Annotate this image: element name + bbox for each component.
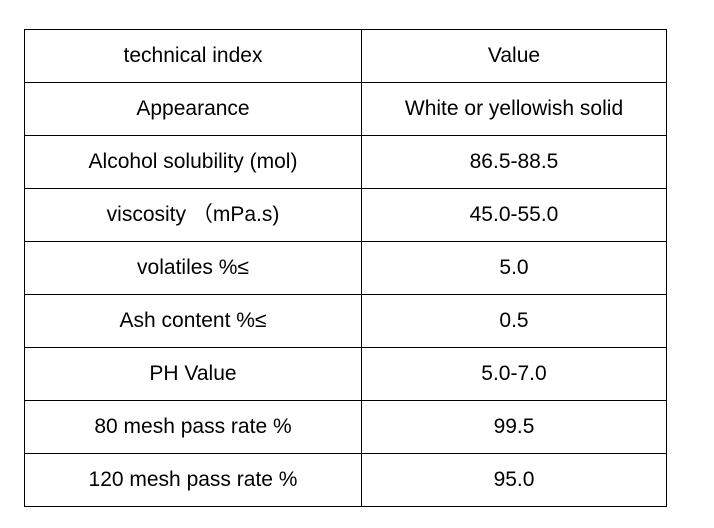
value-cell: White or yellowish solid	[361, 82, 667, 136]
spec-table: technical index Value Appearance White o…	[24, 29, 667, 507]
value-cell: 5.0-7.0	[361, 347, 667, 401]
index-cell: PH Value	[24, 347, 362, 401]
index-cell: 80 mesh pass rate %	[24, 400, 362, 454]
table-row: volatiles %≤ 5.0	[24, 241, 667, 295]
header-cell-index: technical index	[24, 29, 362, 83]
header-cell-value: Value	[361, 29, 667, 83]
table-row: Alcohol solubility (mol) 86.5-88.5	[24, 135, 667, 189]
value-cell: 95.0	[361, 453, 667, 507]
table-row: PH Value 5.0-7.0	[24, 347, 667, 401]
table-row: Ash content %≤ 0.5	[24, 294, 667, 348]
value-cell: 0.5	[361, 294, 667, 348]
index-cell: Ash content %≤	[24, 294, 362, 348]
table-header-row: technical index Value	[24, 29, 667, 83]
index-cell: 120 mesh pass rate %	[24, 453, 362, 507]
index-cell: volatiles %≤	[24, 241, 362, 295]
table-row: 80 mesh pass rate % 99.5	[24, 400, 667, 454]
index-cell: Alcohol solubility (mol)	[24, 135, 362, 189]
value-cell: 5.0	[361, 241, 667, 295]
table-row: 120 mesh pass rate % 95.0	[24, 453, 667, 507]
table-row: Appearance White or yellowish solid	[24, 82, 667, 136]
index-cell: viscosity （mPa.s)	[24, 188, 362, 242]
value-cell: 99.5	[361, 400, 667, 454]
table-row: viscosity （mPa.s) 45.0-55.0	[24, 188, 667, 242]
index-cell: Appearance	[24, 82, 362, 136]
value-cell: 45.0-55.0	[361, 188, 667, 242]
value-cell: 86.5-88.5	[361, 135, 667, 189]
